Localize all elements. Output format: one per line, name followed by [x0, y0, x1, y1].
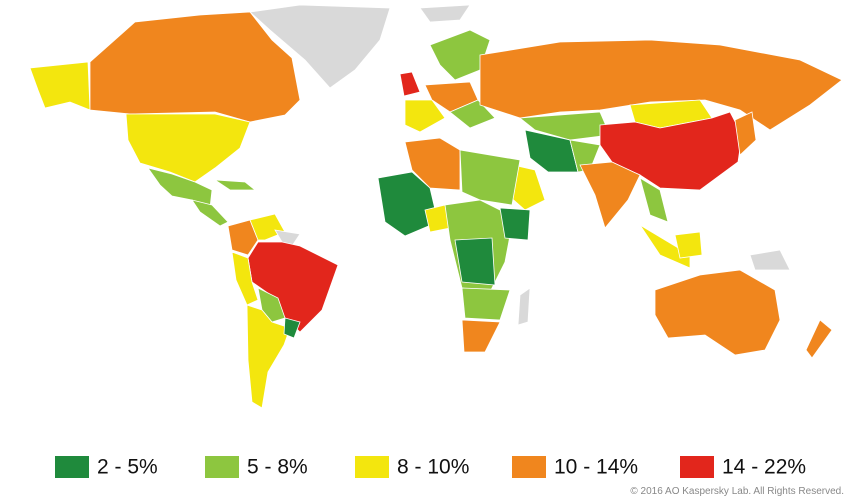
regions [29, 4, 843, 409]
legend-swatch [205, 456, 239, 478]
region [125, 113, 251, 183]
region [639, 224, 691, 269]
copyright: © 2016 AO Kaspersky Lab. All Rights Rese… [630, 486, 844, 497]
legend-swatch [680, 456, 714, 478]
region [213, 179, 257, 191]
region [479, 39, 843, 131]
region [461, 287, 511, 321]
legend-label: 14 - 22% [722, 456, 806, 479]
region [674, 231, 703, 259]
legend-label: 10 - 14% [554, 456, 638, 479]
region [249, 213, 286, 241]
region [246, 304, 291, 409]
region [749, 249, 791, 271]
region [283, 317, 301, 339]
region [191, 199, 229, 227]
region [404, 137, 461, 191]
legend: 2 - 5% 5 - 8% 8 - 10% 10 - 14% 14 - 22% [55, 456, 806, 479]
legend-label: 8 - 10% [397, 456, 469, 479]
region [459, 149, 521, 206]
region [461, 319, 501, 353]
region [257, 287, 286, 323]
region [399, 71, 421, 97]
region [499, 207, 531, 241]
region [805, 319, 833, 359]
region [639, 177, 669, 223]
region [227, 219, 259, 256]
region [449, 99, 496, 129]
region [518, 111, 611, 141]
legend-swatch [55, 456, 89, 478]
region [249, 4, 391, 89]
legend-label: 2 - 5% [97, 456, 158, 479]
region [524, 129, 579, 173]
region [654, 269, 781, 356]
legend-swatch [355, 456, 389, 478]
legend-label: 5 - 8% [247, 456, 308, 479]
legend-swatch [512, 456, 546, 478]
region [454, 237, 496, 286]
region [404, 99, 446, 133]
region [29, 61, 91, 111]
region [517, 287, 531, 326]
region [231, 251, 259, 306]
region [734, 111, 757, 156]
region [579, 161, 641, 229]
region [419, 4, 471, 23]
